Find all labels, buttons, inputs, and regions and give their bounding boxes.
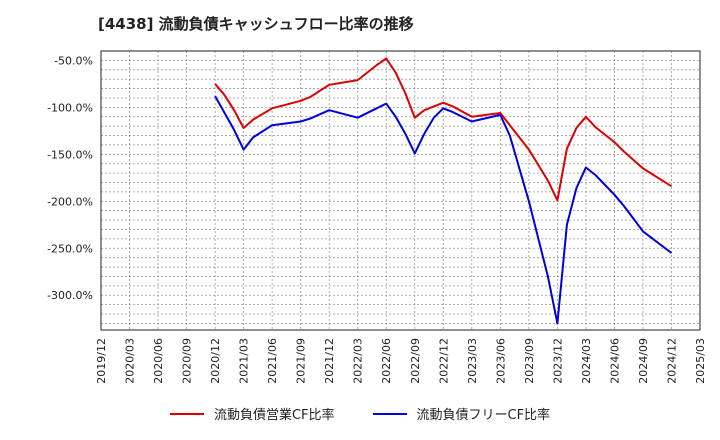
x-tick-label: 2021/06 xyxy=(266,338,279,384)
x-tick-label: 2022/06 xyxy=(380,338,393,384)
legend-label-operating-cf: 流動負債営業CF比率 xyxy=(213,408,335,423)
x-tick-label: 2021/09 xyxy=(295,338,308,384)
legend-item-free-cf: 流動負債フリーCF比率 xyxy=(372,404,551,423)
x-tick-labels: 2019/12 2020/03 2020/06 2020/09 2020/12 2021/… xyxy=(95,338,707,384)
legend-label-free-cf: 流動負債フリーCF比率 xyxy=(416,408,551,423)
plot-frame xyxy=(100,50,701,331)
x-tick-label: 2019/12 xyxy=(95,338,108,384)
x-tick-label: 2024/06 xyxy=(608,338,621,384)
y-tick-label: -150.0% xyxy=(47,148,93,161)
x-tick-label: 2022/03 xyxy=(352,338,365,384)
y-tick-label: -100.0% xyxy=(47,101,93,114)
x-tick-label: 2023/03 xyxy=(466,338,479,384)
y-tick-labels: -50.0% -100.0% -150.0% -200.0% -250.0% -300.0… xyxy=(47,54,93,302)
legend-swatch-operating-cf xyxy=(169,412,204,415)
x-tick-label: 2022/12 xyxy=(437,338,450,384)
x-tick-label: 2021/03 xyxy=(238,338,251,384)
x-tick-label: 2020/06 xyxy=(152,338,165,384)
x-tick-label: 2020/12 xyxy=(209,338,222,384)
y-tick-label: -250.0% xyxy=(47,242,93,255)
y-tick-label: -300.0% xyxy=(47,289,93,302)
series-line-operating-cf xyxy=(214,57,673,202)
x-tick-label: 2022/09 xyxy=(409,338,422,384)
x-tick-label: 2023/09 xyxy=(523,338,536,384)
series-lines xyxy=(214,57,673,325)
legend-swatch-free-cf xyxy=(372,412,407,415)
y-tick-label: -200.0% xyxy=(47,195,93,208)
x-tick-label: 2024/12 xyxy=(665,338,678,384)
x-tick-label: 2023/12 xyxy=(551,338,564,384)
legend-item-operating-cf: 流動負債営業CF比率 xyxy=(169,404,335,423)
chart-title: [4438] 流動負債キャッシュフロー比率の推移 xyxy=(98,15,414,33)
x-tick-label: 2020/03 xyxy=(124,338,137,384)
x-tick-label: 2020/09 xyxy=(181,338,194,384)
series-line-free-cf xyxy=(214,95,673,325)
x-tick-label: 2023/06 xyxy=(494,338,507,384)
x-tick-label: 2024/09 xyxy=(637,338,650,384)
x-tick-label: 2021/12 xyxy=(323,338,336,384)
x-tick-label: 2024/03 xyxy=(580,338,593,384)
y-tick-label: -50.0% xyxy=(54,54,93,67)
legend: 流動負債営業CF比率 流動負債フリーCF比率 xyxy=(0,404,720,423)
x-tick-label: 2025/03 xyxy=(694,338,707,384)
